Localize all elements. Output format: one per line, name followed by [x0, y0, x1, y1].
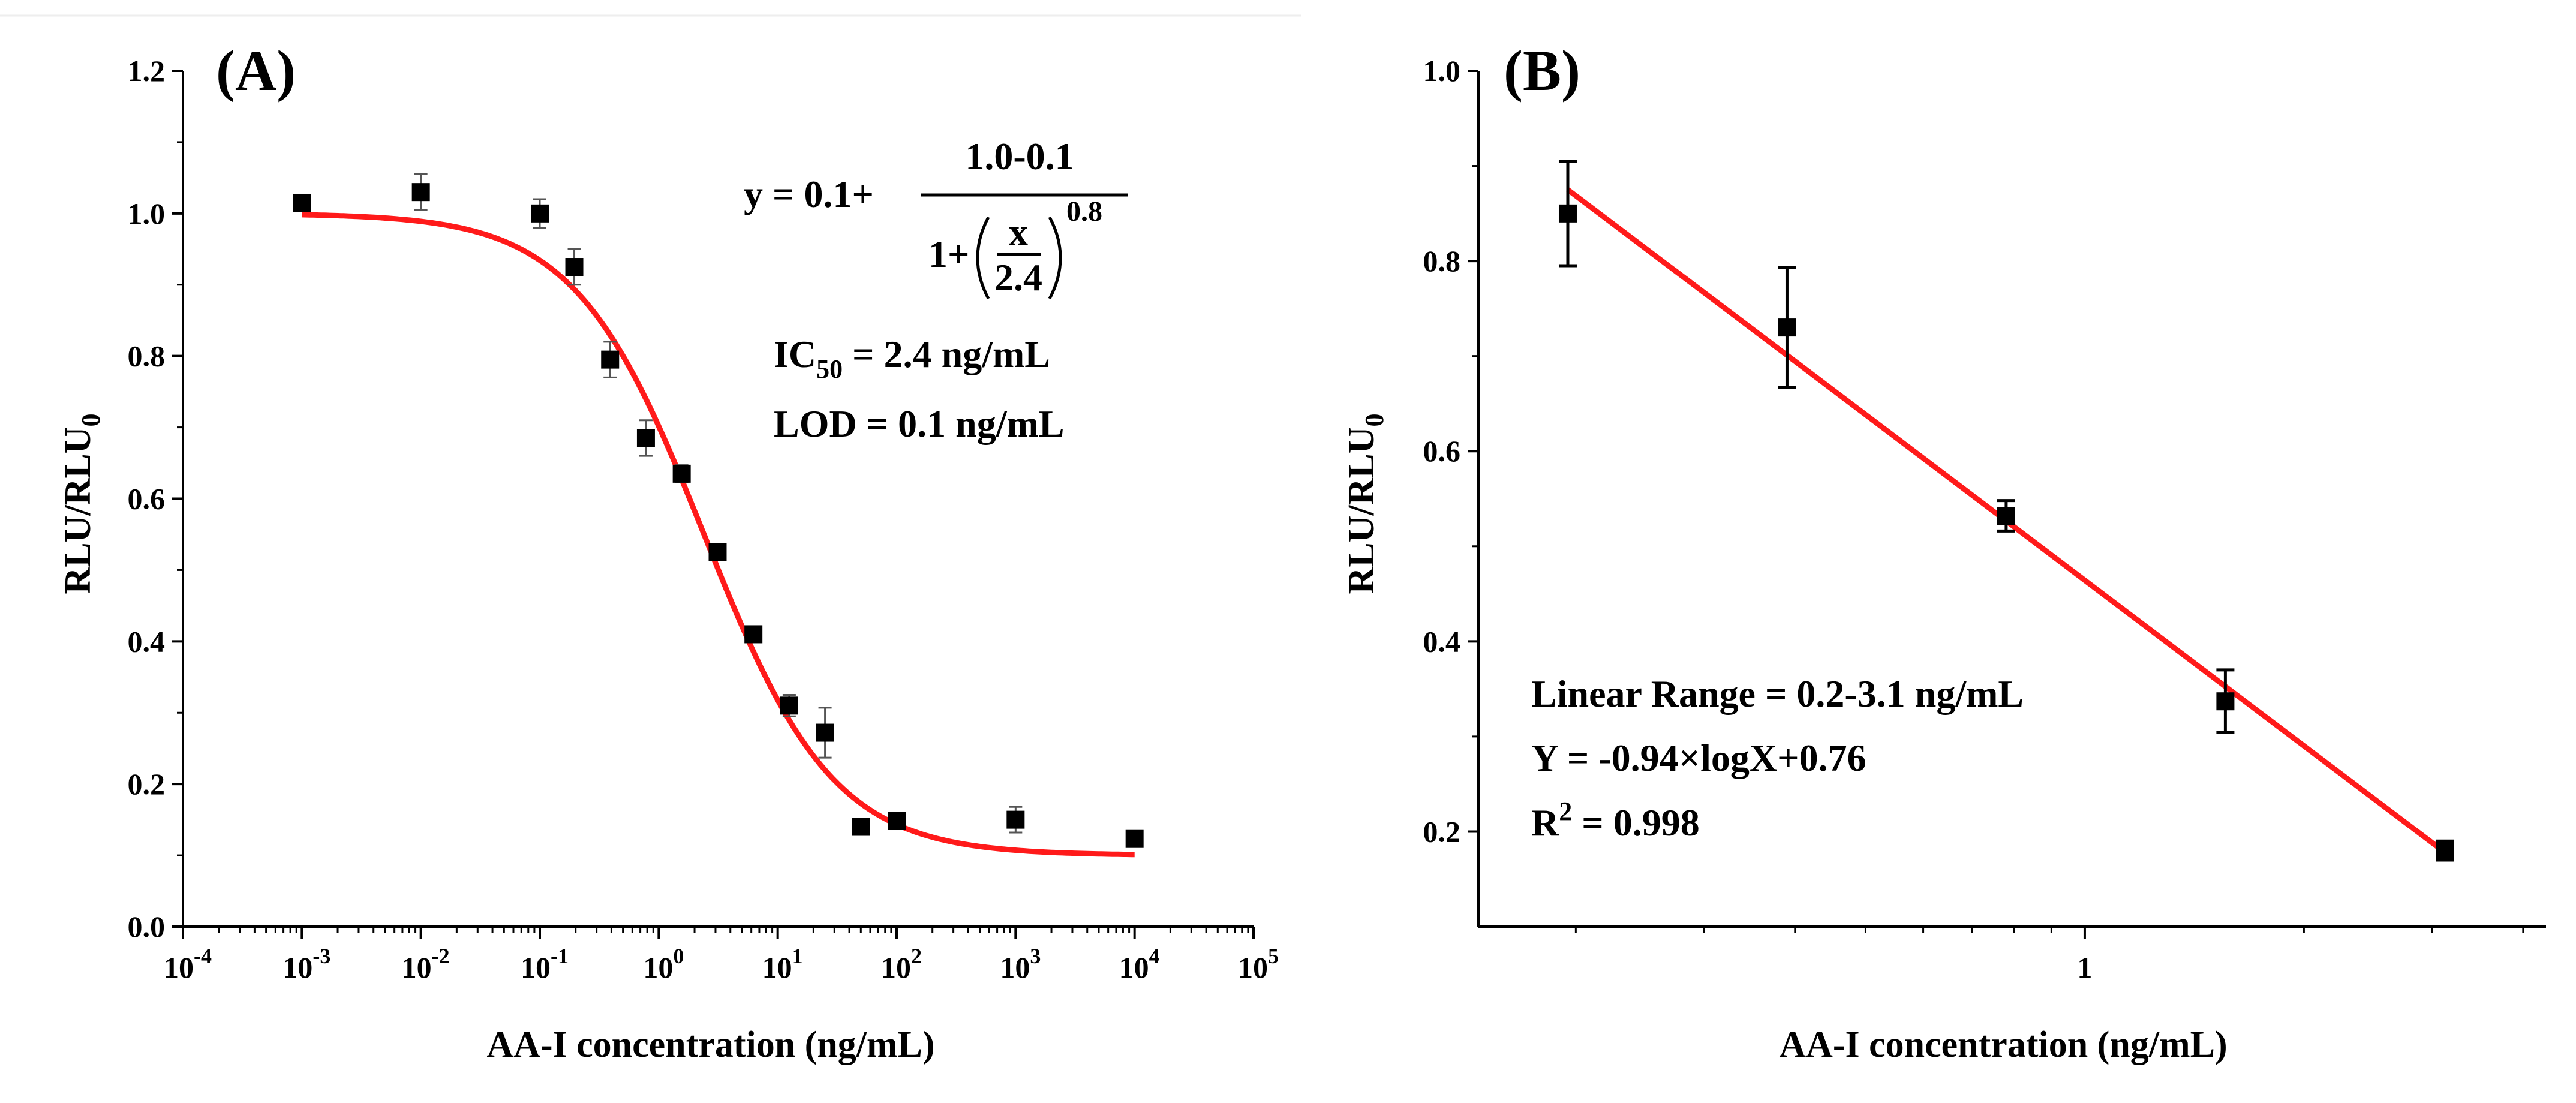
data-point [601, 350, 620, 369]
y-tick-label: 1.0 [1423, 54, 1461, 88]
x-axis-title: AA-I concentration (ng/mL) [1779, 1024, 2227, 1065]
data-point [531, 204, 549, 223]
y-tick-label: 0.2 [1423, 815, 1461, 848]
data-point [1997, 507, 2015, 525]
data-point [565, 258, 584, 276]
y-tick-label: 1.0 [128, 197, 166, 230]
x-tick-label: 10-2 [402, 944, 450, 984]
y-tick-label: 1.2 [128, 54, 166, 88]
data-point [1778, 318, 1796, 337]
linear-range-annotation: Linear Range = 0.2-3.1 ng/mL [1531, 672, 2024, 715]
y-tick-label: 0.2 [128, 767, 166, 801]
y-tick-label: 0.8 [1423, 244, 1461, 278]
x-tick-label: 1 [2077, 951, 2092, 984]
panel-b-label: (B) [1504, 38, 1580, 103]
data-point [888, 812, 906, 831]
y-tick-label: 0.6 [128, 482, 166, 516]
fit-equation: y = 0.1+ 1.0-0.1 1+ x 2.4 0.8 [744, 135, 1128, 300]
chart-panel-a: (A) 0.0 0.2 0.4 0.6 0.8 1.0 1.2 10-4 10-3 10-2 10-… [58, 38, 1279, 1065]
chart-panel-b: (B) 0.2 0.4 0.6 0.8 1.0 1 AA-I concentration … [1341, 38, 2546, 1065]
data-point [780, 696, 798, 715]
y-tick-label: 0.0 [128, 910, 166, 943]
x-tick-label: 102 [881, 944, 922, 984]
data-point [1006, 810, 1025, 829]
data-point [636, 429, 655, 447]
data-point [1558, 204, 1577, 223]
linear-equation-annotation: Y = -0.94×logX+0.76 [1531, 737, 1866, 779]
x-tick-label: 100 [643, 944, 684, 984]
r-squared-annotation: R2 = 0.998 [1531, 797, 1700, 844]
equation-exponent: 0.8 [1066, 196, 1102, 227]
data-point [672, 464, 691, 483]
data-point [411, 183, 430, 202]
data-point [2436, 841, 2454, 860]
x-tick-label: 10-1 [521, 944, 569, 984]
equation-prefix: y = 0.1+ [744, 173, 874, 215]
x-tick-label: 103 [1000, 944, 1041, 984]
lod-annotation: LOD = 0.1 ng/mL [774, 402, 1065, 445]
data-point [2216, 692, 2235, 711]
data-point [1125, 829, 1144, 848]
fit-curve [302, 212, 1135, 858]
x-tick-label: 10-4 [164, 944, 212, 984]
data-point [708, 543, 727, 561]
x-axis-title: AA-I concentration (ng/mL) [486, 1024, 934, 1065]
y-axis-title: RLU/RLU0 [1341, 413, 1389, 594]
equation-numerator: 1.0-0.1 [965, 135, 1074, 178]
left-paren [976, 216, 990, 300]
x-tick-label: 104 [1119, 944, 1160, 984]
panel-a-label: (A) [216, 38, 296, 103]
data-point [293, 193, 311, 212]
equation-c: 2.4 [994, 256, 1042, 299]
ic50-annotation: IC50 = 2.4 ng/mL [774, 333, 1050, 384]
y-tick-label: 0.8 [128, 339, 166, 373]
equation-x: x [1009, 211, 1028, 253]
x-tick-label: 10-3 [282, 944, 330, 984]
data-point [852, 818, 870, 836]
data-point [816, 723, 834, 742]
x-tick-label: 105 [1238, 944, 1279, 984]
y-tick-label: 0.4 [128, 624, 166, 658]
right-paren [1048, 216, 1062, 300]
equation-denominator-prefix: 1+ [928, 233, 969, 275]
y-tick-label: 0.6 [1423, 434, 1461, 468]
data-point [744, 625, 763, 644]
x-tick-label: 101 [762, 944, 803, 984]
y-tick-label: 0.4 [1423, 624, 1461, 658]
y-axis-title: RLU/RLU0 [58, 413, 106, 594]
